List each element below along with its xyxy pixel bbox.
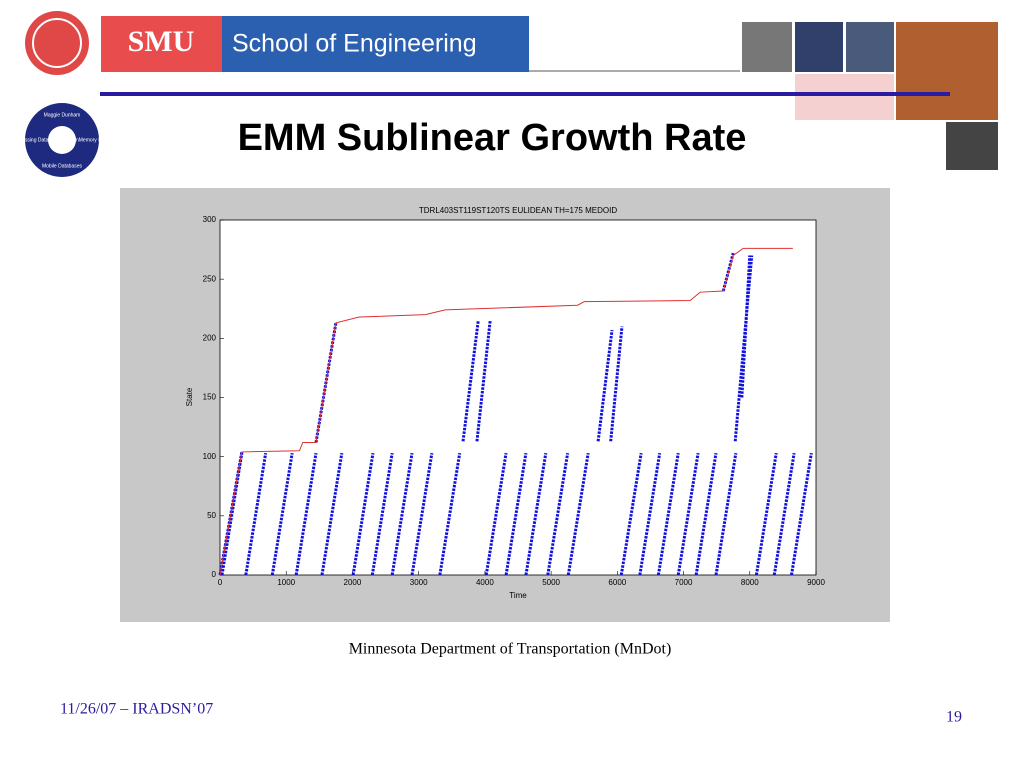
- chart-title: TDRL403ST119ST120TS EULIDEAN TH=175 MEDO…: [419, 206, 617, 215]
- x-tick-label: 9000: [807, 578, 825, 587]
- y-tick-label: 200: [203, 333, 217, 342]
- brand-box: [101, 16, 222, 72]
- logo-center: [48, 126, 76, 154]
- smu-seal: [25, 11, 89, 75]
- x-tick-label: 7000: [675, 578, 693, 587]
- photo: [795, 74, 894, 120]
- smu-seal-ring: [32, 18, 82, 68]
- dot-series: [218, 252, 813, 576]
- photo: [846, 22, 894, 72]
- x-tick-label: 2000: [344, 578, 362, 587]
- x-tick-label: 6000: [608, 578, 626, 587]
- x-tick-label: 8000: [741, 578, 759, 587]
- y-tick-label: 50: [207, 511, 216, 520]
- logo-text: Mobile Databases: [42, 163, 83, 169]
- x-tick-label: 1000: [277, 578, 295, 587]
- photo: [896, 22, 998, 120]
- y-tick-label: 0: [212, 570, 217, 579]
- photo: [946, 122, 998, 170]
- school-box: [222, 16, 529, 72]
- x-tick-label: 3000: [410, 578, 428, 587]
- x-tick-label: 0: [218, 578, 223, 587]
- photo: [742, 22, 792, 72]
- photo: [795, 22, 843, 72]
- x-tick-label: 4000: [476, 578, 494, 587]
- y-tick-label: 100: [203, 452, 217, 461]
- caption: Minnesota Department of Transportation (…: [349, 641, 672, 658]
- footer-date: 11/26/07 – IRADSN’07: [60, 701, 213, 718]
- line-series: [219, 247, 793, 576]
- page-number: 19: [946, 709, 962, 726]
- school: School of Engineering: [232, 30, 477, 58]
- x-tick-label: 5000: [542, 578, 560, 587]
- x-label: Time: [509, 591, 527, 600]
- logo-text: MainMemory Databases: [68, 137, 123, 143]
- slide-title: EMM Sublinear Growth Rate: [238, 117, 747, 159]
- brand: SMU: [128, 25, 195, 58]
- plot-area: [219, 219, 817, 576]
- y-label: State: [185, 387, 194, 406]
- logo-text: Maggie Dunham: [44, 112, 81, 118]
- logo-text: Missing Data: [20, 137, 49, 143]
- y-tick-label: 150: [203, 393, 217, 402]
- y-tick-label: 300: [203, 215, 217, 224]
- y-tick-label: 250: [203, 274, 217, 283]
